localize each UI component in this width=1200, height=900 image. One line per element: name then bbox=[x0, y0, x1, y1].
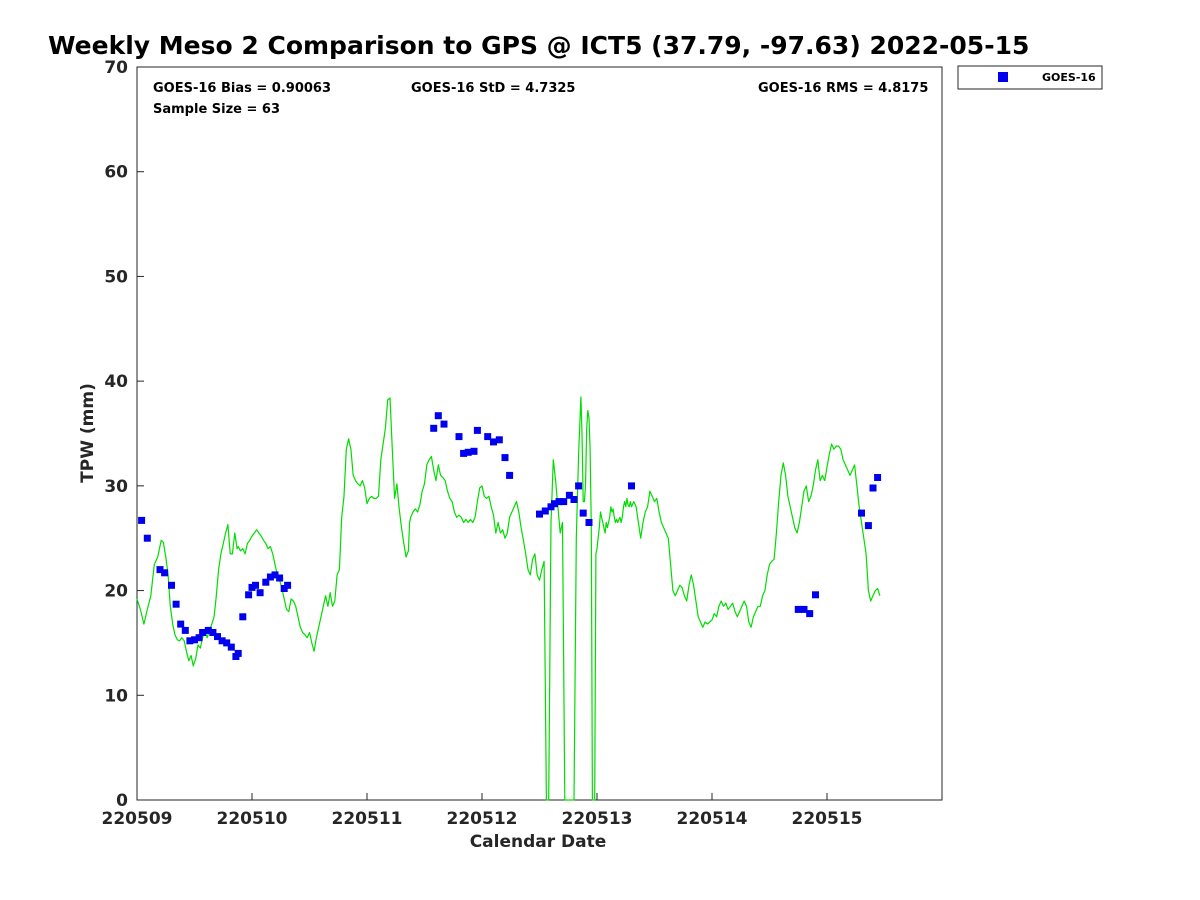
goes-point bbox=[460, 449, 468, 457]
x-tick-label: 220513 bbox=[562, 809, 633, 829]
legend-marker bbox=[998, 72, 1008, 82]
goes-point bbox=[138, 516, 146, 524]
goes-point bbox=[234, 649, 242, 657]
goes-point bbox=[858, 509, 865, 517]
goes-point bbox=[239, 613, 247, 621]
x-tick-label: 220510 bbox=[217, 809, 288, 829]
goes-point bbox=[455, 433, 463, 441]
goes-point bbox=[473, 426, 481, 434]
goes-point bbox=[191, 636, 198, 644]
x-tick-label: 220512 bbox=[447, 809, 518, 829]
y-tick-label: 10 bbox=[104, 686, 128, 706]
goes-point bbox=[501, 454, 509, 462]
legend-label: GOES-16 bbox=[1042, 71, 1096, 84]
goes-point bbox=[794, 605, 802, 613]
goes-point bbox=[864, 522, 872, 530]
goes-point bbox=[484, 433, 492, 441]
goes-point bbox=[541, 507, 549, 515]
goes-point bbox=[199, 629, 207, 636]
goes-point bbox=[464, 448, 472, 456]
goes-series bbox=[138, 412, 882, 660]
gps-line bbox=[136, 396, 881, 801]
goes-point bbox=[551, 500, 558, 508]
goes-point bbox=[245, 591, 253, 599]
x-tick-label: 220515 bbox=[792, 809, 863, 829]
goes-point bbox=[204, 626, 212, 634]
rms-stat: GOES-16 RMS = 4.8175 bbox=[758, 81, 928, 96]
goes-point bbox=[579, 509, 587, 517]
goes-point bbox=[143, 534, 151, 542]
gps-series bbox=[136, 396, 881, 801]
x-tick-label: 220511 bbox=[332, 809, 403, 829]
goes-point bbox=[284, 581, 292, 589]
goes-point bbox=[812, 591, 819, 599]
goes-point bbox=[570, 496, 578, 503]
goes-point bbox=[869, 484, 877, 492]
plot-area bbox=[136, 66, 943, 801]
std-stat: GOES-16 StD = 4.7325 bbox=[411, 81, 575, 96]
x-axis-label: Calendar Date bbox=[470, 832, 607, 852]
goes-point bbox=[186, 637, 194, 645]
x-tick-label: 220509 bbox=[102, 809, 173, 829]
axis-ticks: 0 10 20 30 40 50 60 70 220509 220510 220511 220512 2… bbox=[102, 58, 863, 829]
goes-point bbox=[800, 605, 808, 613]
goes-point bbox=[168, 581, 175, 589]
goes-point bbox=[161, 569, 169, 577]
goes-point bbox=[271, 571, 279, 579]
goes-point bbox=[156, 566, 164, 574]
sample-size-stat: Sample Size = 63 bbox=[153, 102, 280, 117]
goes-point bbox=[555, 498, 563, 506]
goes-point bbox=[227, 643, 235, 651]
goes-point bbox=[575, 482, 583, 490]
y-tick-label: 40 bbox=[104, 372, 128, 392]
goes-point bbox=[209, 629, 217, 636]
goes-point bbox=[470, 447, 478, 455]
goes-point bbox=[177, 620, 185, 628]
goes-point bbox=[195, 634, 203, 642]
goes-point bbox=[181, 626, 189, 634]
x-tick-label: 220514 bbox=[677, 809, 748, 829]
goes-point bbox=[806, 610, 814, 618]
goes-point bbox=[214, 633, 221, 641]
legend-box bbox=[957, 65, 1103, 90]
goes-point bbox=[560, 498, 568, 506]
goes-point bbox=[628, 482, 635, 490]
goes-point bbox=[430, 424, 438, 432]
bias-stat: GOES-16 Bias = 0.90063 bbox=[153, 81, 331, 96]
goes-point bbox=[252, 581, 259, 589]
goes-point bbox=[495, 436, 503, 444]
y-tick-label: 0 bbox=[116, 791, 128, 811]
y-axis-label: TPW (mm) bbox=[78, 383, 98, 483]
goes-point bbox=[506, 471, 514, 479]
goes-point bbox=[266, 573, 274, 581]
legend: GOES-16 bbox=[957, 65, 1103, 90]
y-tick-label: 20 bbox=[104, 582, 128, 602]
goes-point bbox=[256, 589, 264, 597]
goes-point bbox=[262, 578, 270, 586]
goes-point bbox=[276, 574, 284, 582]
goes-point bbox=[490, 438, 497, 446]
y-tick-label: 60 bbox=[104, 163, 128, 183]
goes-point bbox=[536, 510, 543, 518]
chart-title: Weekly Meso 2 Comparison to GPS @ ICT5 (… bbox=[48, 31, 1029, 60]
goes-point bbox=[434, 412, 442, 420]
goes-point bbox=[440, 420, 448, 428]
y-tick-label: 70 bbox=[104, 58, 128, 78]
goes-point bbox=[218, 637, 226, 645]
goes-point bbox=[585, 519, 593, 526]
goes-point bbox=[223, 639, 231, 647]
goes-point bbox=[874, 474, 882, 481]
goes-point bbox=[172, 600, 180, 608]
y-tick-label: 30 bbox=[104, 477, 128, 497]
goes-point bbox=[565, 491, 573, 499]
y-tick-label: 50 bbox=[104, 267, 128, 287]
